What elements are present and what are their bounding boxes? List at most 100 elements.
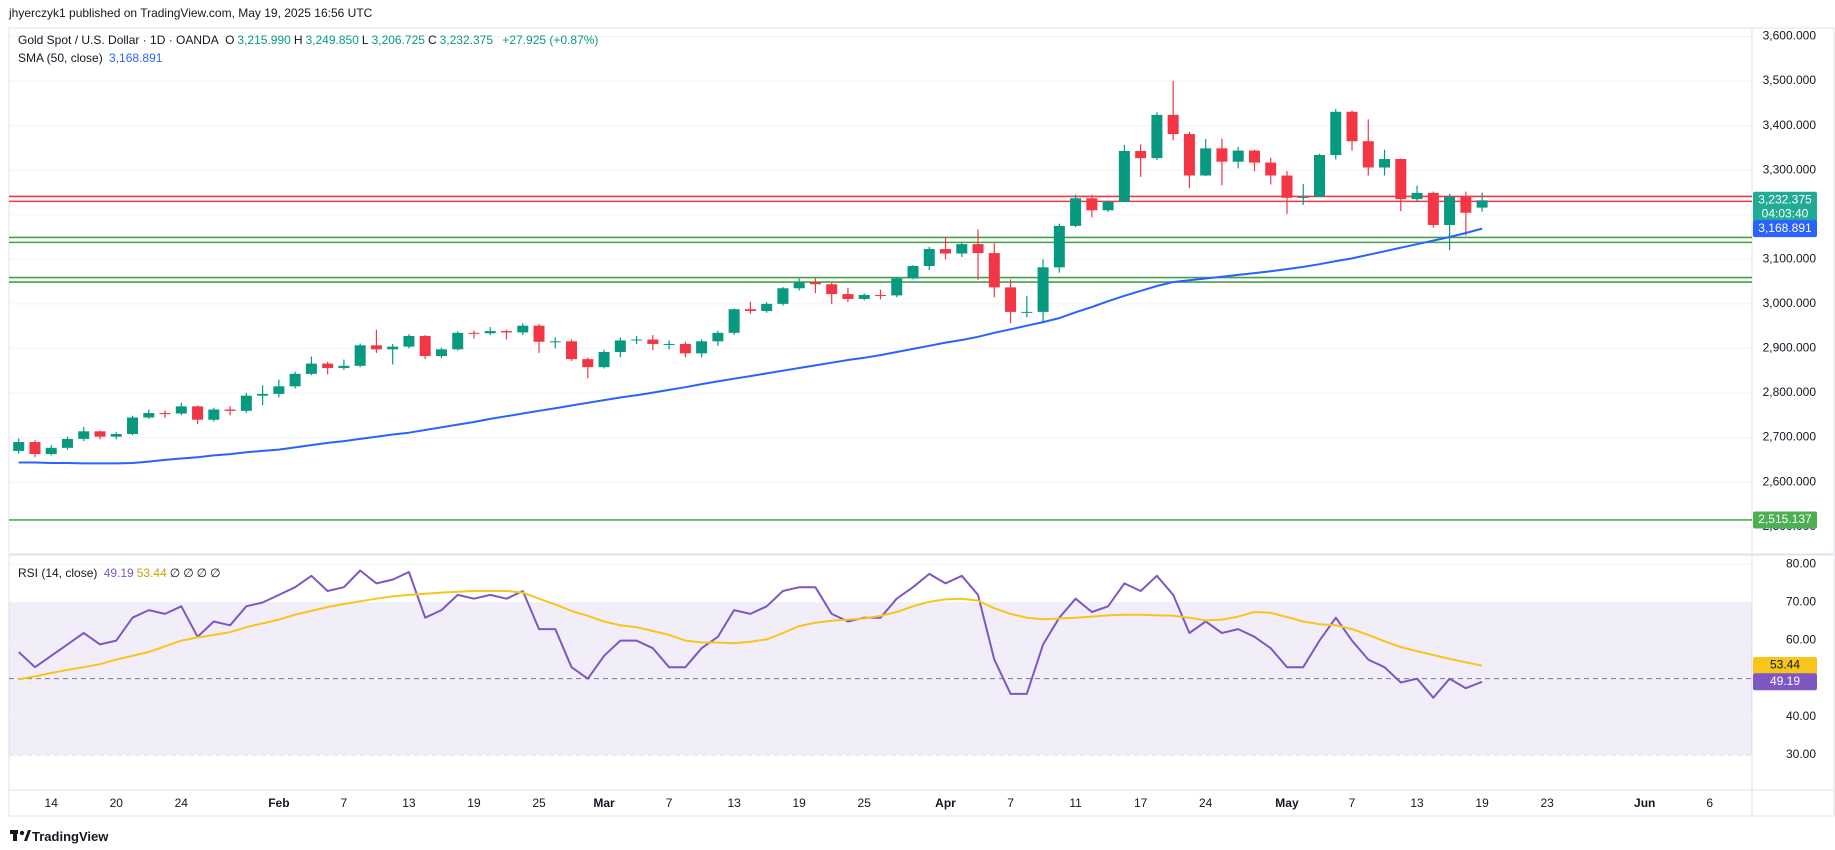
- y-tick-label: 3,500.000: [1763, 73, 1817, 87]
- candle-body: [1395, 159, 1407, 200]
- candle-body: [1379, 159, 1391, 168]
- candle-body: [842, 294, 854, 299]
- y-tick-label: 3,400.000: [1763, 118, 1817, 132]
- candle-body: [159, 413, 171, 415]
- candle-body: [858, 294, 870, 299]
- candle-body: [1200, 148, 1212, 176]
- x-tick-label: 13: [402, 796, 416, 810]
- candle-body: [1102, 201, 1114, 211]
- candle-body: [1232, 150, 1244, 162]
- x-tick-label: Mar: [593, 796, 615, 810]
- y-tick-label: 3,100.000: [1763, 251, 1817, 265]
- x-tick-label: 24: [175, 796, 189, 810]
- logo: [10, 830, 31, 841]
- y-tick-label: 40.00: [1786, 709, 1816, 723]
- x-tick-label: May: [1275, 796, 1299, 810]
- series-line: [18, 590, 1483, 681]
- candle-body: [1216, 148, 1228, 162]
- x-tick-label: 20: [110, 796, 124, 810]
- x-tick-label: 7: [1349, 796, 1356, 810]
- candle-body: [419, 335, 431, 357]
- frame: [8, 27, 1835, 817]
- candle-body: [484, 331, 496, 334]
- candle-body: [777, 288, 789, 304]
- candle-body: [387, 346, 399, 350]
- candle-body: [370, 345, 382, 350]
- ohlc-key: L: [361, 33, 369, 47]
- countdown: 04:03:40: [1762, 206, 1809, 220]
- candle-body: [1460, 196, 1472, 213]
- rsi-value: 53.44: [136, 566, 167, 580]
- x-tick-label: 17: [1134, 796, 1148, 810]
- candle-body: [1411, 192, 1423, 200]
- ohlc-value: 3,232.375: [439, 33, 494, 47]
- empty-value: ∅: [183, 566, 194, 580]
- candle-body: [354, 345, 366, 366]
- candle-body: [1265, 162, 1277, 176]
- candle-body: [208, 409, 220, 420]
- candle-body: [1427, 192, 1439, 225]
- empty-value: ∅: [210, 566, 221, 580]
- candle-body: [923, 249, 935, 266]
- candle-body: [435, 349, 447, 357]
- ohlc-values: O 3,215.990 H 3,249.850 L 3,206.725 C 3,232.375: [225, 33, 496, 47]
- candle-body: [452, 332, 464, 350]
- candle-body: [744, 309, 756, 312]
- candle-body: [1476, 200, 1488, 208]
- price-tag-label: 53.44: [1770, 658, 1800, 672]
- candle-body: [1281, 175, 1293, 198]
- candle-body: [45, 447, 57, 455]
- candle-body: [809, 282, 821, 285]
- candle-body: [1167, 114, 1179, 135]
- candle-body: [1330, 111, 1342, 156]
- candle-body: [1362, 141, 1374, 168]
- candle-body: [110, 434, 122, 437]
- candle-body: [614, 340, 626, 353]
- x-tick-label: 13: [727, 796, 741, 810]
- candle-body: [679, 343, 691, 354]
- price-tag: [1753, 673, 1817, 691]
- y-tick-label: 2,800.000: [1763, 385, 1817, 399]
- x-tick-label: 7: [1007, 796, 1014, 810]
- candle-body: [192, 406, 204, 420]
- candle-body: [566, 341, 578, 360]
- x-tick-label: 19: [793, 796, 807, 810]
- candle-body: [761, 303, 773, 312]
- candle-body: [940, 249, 952, 254]
- ohlc-value: 3,249.850: [305, 33, 359, 47]
- y-tick-label: 3,300.000: [1763, 162, 1817, 176]
- candle-body: [1118, 151, 1130, 202]
- candle-body: [240, 395, 252, 411]
- candle-body: [13, 442, 25, 451]
- candle-body: [1444, 196, 1456, 225]
- candle-body: [61, 438, 73, 448]
- series-line: [18, 569, 1483, 699]
- candle-body: [826, 284, 838, 295]
- ohlc-value: 3,215.990: [237, 33, 291, 47]
- candle-body: [1135, 151, 1147, 159]
- x-tick-label: 25: [858, 796, 872, 810]
- candle-body: [29, 442, 41, 455]
- line-tag-label: 2,515.137: [1758, 512, 1812, 526]
- candle-body: [224, 409, 236, 411]
- rsi-title: RSI (14, close): [18, 566, 98, 580]
- candle-body: [143, 413, 155, 418]
- y-tick-label: 3,600.000: [1763, 29, 1817, 43]
- candle-body: [631, 339, 643, 341]
- x-tick-label: 25: [532, 796, 546, 810]
- rsi-values: 49.19 53.44 ∅ ∅ ∅ ∅: [104, 566, 224, 580]
- candle-body: [874, 294, 886, 296]
- x-tick-label: 14: [45, 796, 59, 810]
- x-tick-label: 7: [666, 796, 673, 810]
- candle-body: [956, 244, 968, 254]
- candle-body: [1297, 196, 1309, 198]
- candle-body: [1151, 114, 1163, 159]
- y-tick-label: 2,900.000: [1763, 341, 1817, 355]
- candle-body: [907, 265, 919, 279]
- candle-body: [582, 359, 594, 368]
- x-tick-label: 19: [1475, 796, 1489, 810]
- empty-value: ∅: [169, 566, 181, 580]
- ohlc-key: C: [427, 33, 437, 47]
- candle-body: [1021, 311, 1033, 313]
